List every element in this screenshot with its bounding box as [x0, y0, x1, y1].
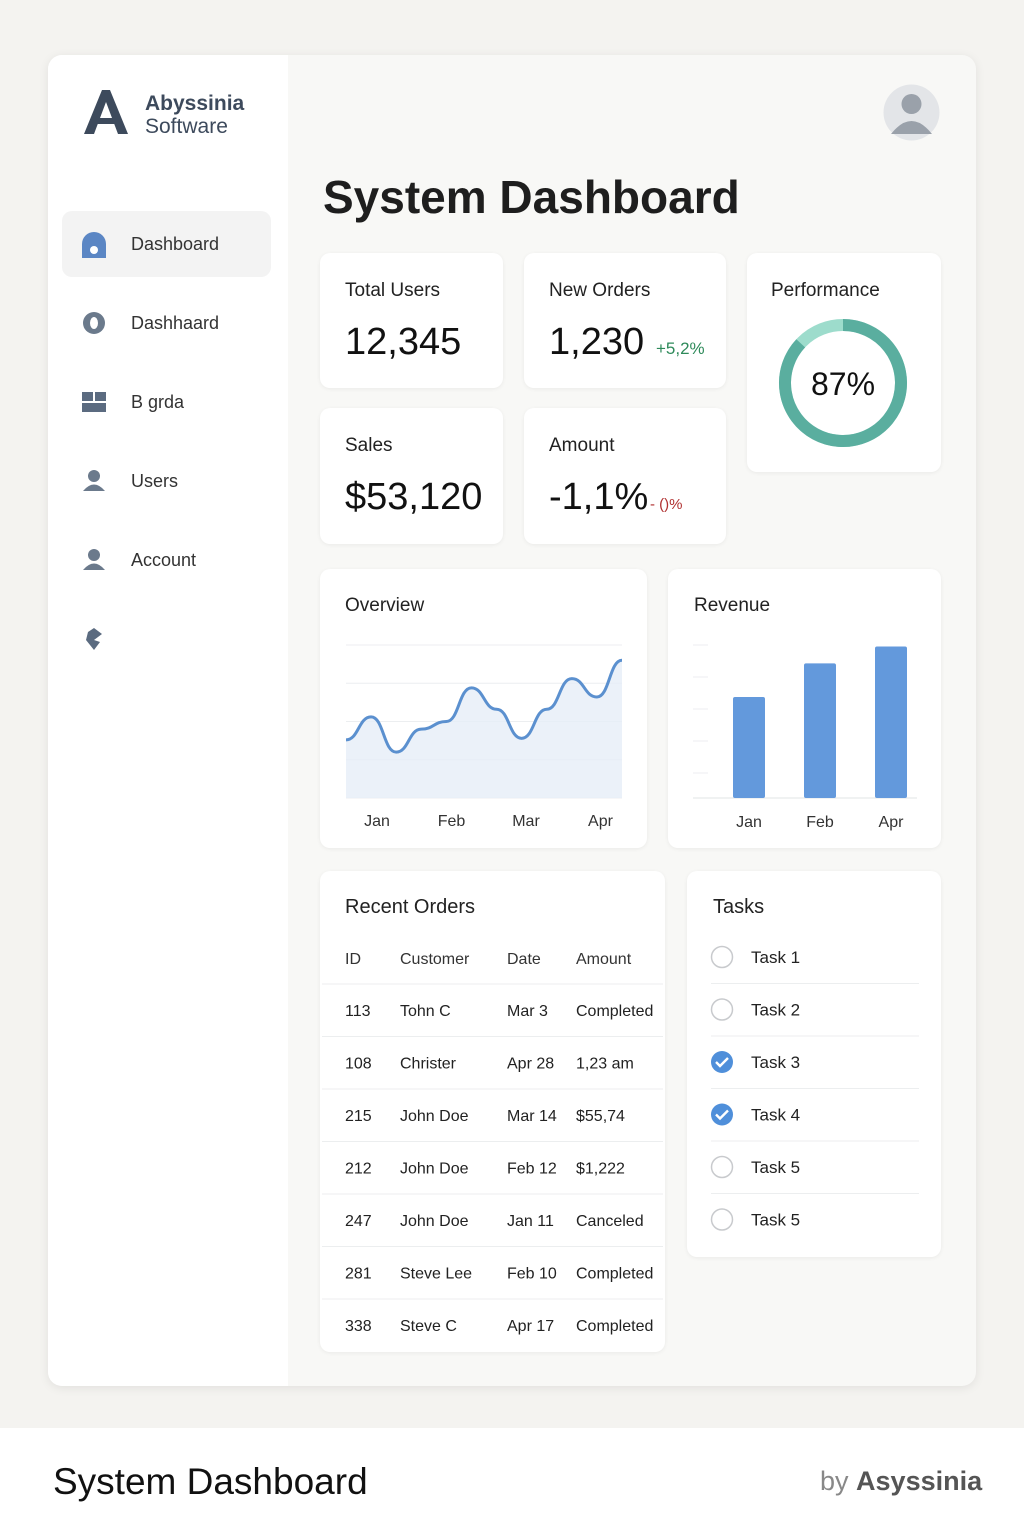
brand-sub: Software: [145, 115, 228, 138]
table-cell: Jan 11: [507, 1213, 554, 1230]
table-cell: John Doe: [400, 1108, 469, 1125]
orders-title: Recent Orders: [345, 896, 476, 918]
checkbox-checked[interactable]: [711, 1051, 733, 1073]
nav-item[interactable]: Users: [131, 471, 179, 491]
check-mark: [715, 1057, 729, 1068]
stat-label: Amount: [549, 435, 615, 456]
orders-card: Recent Orders: [320, 871, 665, 1352]
table-header: Customer: [400, 951, 470, 968]
stat-card: Sales $53,120: [320, 408, 503, 544]
table-cell: 212: [345, 1161, 372, 1178]
table-cell: Completed: [576, 1318, 653, 1335]
table-cell: Mar 3: [507, 1003, 548, 1020]
table-cell: 108: [345, 1056, 372, 1073]
donut-arc: [779, 319, 907, 447]
checkbox[interactable]: [710, 998, 734, 1021]
footer-by-text: by: [820, 1466, 849, 1496]
stat-card: New Orders 1,230 +5,2%: [524, 253, 726, 388]
table-cell: $1,222: [576, 1161, 625, 1178]
footer-brand: Asyssinia: [856, 1466, 983, 1496]
x-tick-label: Mar: [512, 813, 540, 830]
checkbox[interactable]: [710, 1155, 734, 1179]
table-cell: 113: [345, 1003, 371, 1020]
tasks-title: Tasks: [713, 896, 765, 918]
table-cell: Completed: [576, 1266, 653, 1283]
table-cell: Christer: [400, 1056, 457, 1073]
task-label: Task 1: [751, 948, 800, 967]
graphics: 87% Jan Feb Mar Apr Jan Feb Apr ID Customer Date Am…: [322, 319, 919, 1335]
footer: System Dashboard by Asyssinia: [0, 1428, 1024, 1536]
x-tick-label: Jan: [736, 814, 762, 831]
stat-label: Total Users: [345, 280, 441, 301]
page-title: System Dashboard: [323, 171, 740, 223]
table-cell: Mar 14: [507, 1108, 557, 1125]
stat-delta: - ()%: [650, 496, 683, 513]
x-tick-label: Jan: [364, 813, 390, 830]
table-cell: John Doe: [400, 1213, 469, 1230]
table-header: ID: [345, 951, 361, 968]
bar: [733, 697, 765, 798]
table-cell: Apr 28: [507, 1056, 554, 1073]
table-cell: Apr 17: [507, 1318, 554, 1335]
avatar[interactable]: [883, 84, 940, 141]
task-label: Task 5: [751, 1211, 800, 1230]
checkbox[interactable]: [710, 945, 734, 969]
nav-item[interactable]: B grda: [131, 392, 185, 412]
table-cell: Steve C: [400, 1318, 457, 1335]
stat-value: -1,1%: [549, 476, 649, 518]
revenue-title: Revenue: [694, 595, 771, 616]
table-cell: 281: [345, 1266, 372, 1283]
stat-label: Sales: [345, 435, 393, 456]
stat-card: Total Users 12,345: [320, 253, 503, 388]
table-cell: Canceled: [576, 1213, 644, 1230]
table-header: Amount: [576, 951, 632, 968]
table-cell: 215: [345, 1108, 372, 1125]
footer-by: by Asyssinia: [820, 1466, 982, 1497]
logo: [84, 90, 128, 134]
performance-label: Performance: [771, 280, 880, 301]
nav-item[interactable]: Dashhaard: [131, 313, 220, 333]
checkbox[interactable]: [710, 1208, 734, 1231]
table-cell: John Doe: [400, 1161, 469, 1178]
table-cell: 338: [345, 1318, 372, 1335]
brand-name: Abyssinia: [145, 92, 245, 115]
stat-value: 1,230: [549, 321, 645, 363]
x-tick-label: Feb: [438, 813, 466, 830]
nav-icons: [82, 232, 106, 650]
stat-value: $53,120: [345, 476, 483, 518]
x-tick-label: Feb: [806, 814, 834, 831]
bar: [804, 663, 836, 798]
donut-label: 87%: [811, 366, 875, 402]
stat-delta: +5,2%: [656, 339, 705, 358]
stat-value: 12,345: [345, 321, 462, 363]
task-label: Task 4: [751, 1106, 800, 1125]
table-cell: 1,23 am: [576, 1056, 634, 1073]
x-tick-label: Apr: [588, 813, 614, 830]
footer-title: System Dashboard: [53, 1461, 368, 1502]
table-cell: Feb 12: [507, 1161, 557, 1178]
check-mark: [715, 1109, 729, 1121]
task-label: Task 2: [751, 1001, 800, 1020]
task-label: Task 5: [751, 1158, 800, 1177]
table-cell: Steve Lee: [400, 1266, 472, 1283]
stat-label: New Orders: [549, 280, 651, 301]
table-cell: Feb 10: [507, 1266, 557, 1283]
line-area: [346, 660, 622, 798]
table-cell: Tohn C: [400, 1003, 451, 1020]
table-cell: 247: [345, 1213, 372, 1230]
table-cell: $55,74: [576, 1108, 625, 1125]
stat-card: Amount -1,1% - ()%: [524, 408, 726, 544]
nav-item[interactable]: Dashboard: [131, 234, 220, 254]
x-tick-label: Apr: [879, 814, 905, 831]
overview-title: Overview: [345, 595, 425, 616]
line: [345, 658, 623, 754]
table-header: Date: [507, 951, 541, 968]
table-cell: Completed: [576, 1003, 653, 1020]
checkbox-checked[interactable]: [711, 1103, 733, 1126]
nav-item[interactable]: Account: [131, 550, 197, 570]
bar: [875, 646, 907, 798]
task-label: Task 3: [751, 1053, 800, 1072]
